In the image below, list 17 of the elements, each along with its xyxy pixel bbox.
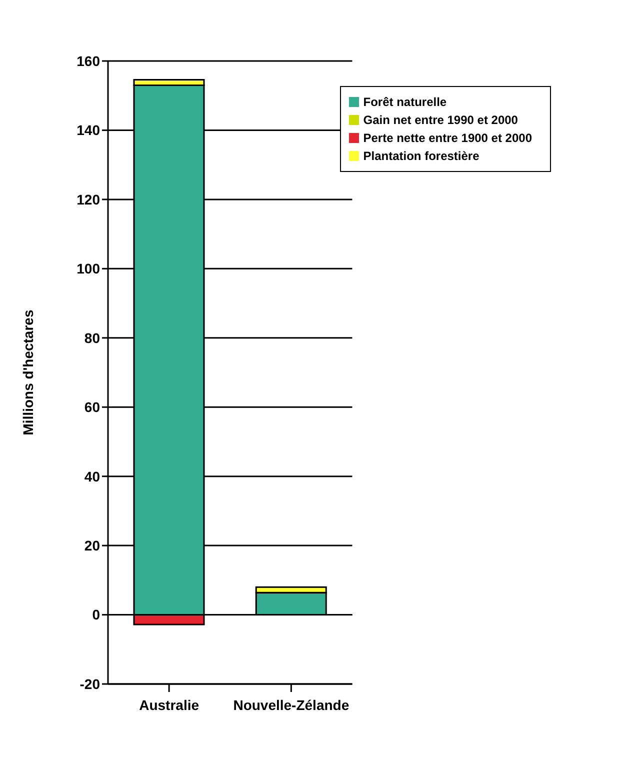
- legend-label: Forêt naturelle: [363, 95, 447, 109]
- x-tick-label: Nouvelle-Zélande: [233, 696, 350, 713]
- y-tick-label: 60: [84, 399, 100, 416]
- y-tick-label: 20: [84, 538, 100, 554]
- y-tick-label: 140: [76, 122, 100, 138]
- y-axis-title: Millions d'hectares: [20, 310, 36, 436]
- x-tick-label: Australie: [139, 696, 200, 713]
- y-tick-label: -20: [80, 676, 100, 692]
- y-tick-label: 0: [92, 606, 100, 623]
- y-tick-label: 100: [76, 260, 100, 277]
- legend-label: Perte nette entre 1900 et 2000: [363, 131, 532, 145]
- y-tick-label: 80: [84, 330, 100, 346]
- legend-label: Plantation forestière: [363, 149, 480, 163]
- y-tick-label: 160: [76, 52, 100, 69]
- legend-label: Gain net entre 1990 et 2000: [363, 113, 518, 127]
- y-tick-label: 40: [84, 468, 100, 484]
- y-tick-label: 120: [76, 191, 100, 208]
